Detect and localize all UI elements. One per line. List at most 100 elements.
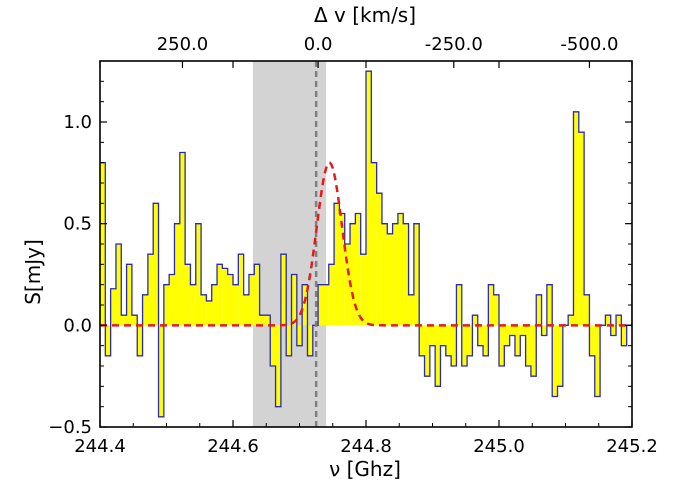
spectrum-bar bbox=[408, 294, 414, 326]
spectrum-bar bbox=[584, 294, 590, 326]
spectrum-bar bbox=[264, 315, 271, 326]
spectrum-bar bbox=[530, 325, 537, 377]
spectrum-bar bbox=[557, 325, 563, 387]
spectrum-bar bbox=[493, 294, 499, 326]
spectrum-bar bbox=[461, 325, 468, 366]
spectrum-bar bbox=[605, 315, 611, 326]
spectrum-bar bbox=[643, 193, 648, 325]
spectrum-bar bbox=[169, 274, 175, 326]
y-axis-title: S[mJy] bbox=[21, 239, 45, 305]
spectrum-bar bbox=[616, 315, 622, 326]
spectrum-bar bbox=[675, 325, 680, 417]
spectrum-bar bbox=[552, 325, 558, 397]
plot-area: 244.4 244.6 244.8 245.0 245.2 250.0 0.0 -250.0 -… bbox=[48, 34, 680, 457]
spectrum-bar bbox=[115, 244, 122, 326]
spectrum-bar bbox=[504, 325, 510, 346]
spectrum-bar bbox=[366, 71, 372, 326]
spectrum-bar bbox=[451, 325, 457, 366]
spectrum-bar bbox=[499, 325, 505, 366]
top-axis-tick-label: 0.0 bbox=[304, 34, 333, 55]
spectrum-bar bbox=[137, 325, 143, 356]
spectrum-bar bbox=[536, 294, 542, 326]
spectrum-bar bbox=[344, 244, 351, 326]
spectrum-bar bbox=[350, 223, 356, 326]
spectrum-bar bbox=[520, 325, 526, 336]
spectrum-bar bbox=[211, 284, 218, 326]
spectrum-bar bbox=[275, 325, 281, 407]
spectrum-bar bbox=[669, 325, 674, 427]
spectrum-bar bbox=[445, 325, 452, 356]
spectrum-bar bbox=[147, 254, 154, 326]
spectrum-bar bbox=[360, 254, 366, 326]
spectrum-bar bbox=[413, 223, 420, 326]
spectrum-bar bbox=[429, 325, 436, 346]
spectrum-bar bbox=[648, 325, 653, 366]
spectrum-bar bbox=[142, 294, 148, 326]
spectrum-bar bbox=[302, 284, 308, 326]
spectrum-bar bbox=[296, 325, 303, 346]
spectrum-bar bbox=[387, 233, 393, 326]
spectrum-bar bbox=[153, 203, 159, 326]
spectrum-bar bbox=[243, 294, 249, 326]
spectrum-bar bbox=[435, 325, 441, 387]
spectrum-bar bbox=[126, 264, 132, 326]
spectrum-bar bbox=[339, 213, 345, 326]
spectrum-bar bbox=[621, 325, 627, 346]
spectrum-bar bbox=[233, 284, 239, 326]
spectrum-bar bbox=[259, 315, 265, 326]
top-axis-tick-label: -500.0 bbox=[560, 34, 618, 55]
spectrum-bar bbox=[248, 274, 255, 326]
spectrum-bar bbox=[610, 325, 617, 336]
x-tick-label: 245.0 bbox=[473, 436, 525, 457]
spectrum-bar bbox=[594, 325, 601, 397]
spectrum-bar bbox=[270, 325, 276, 366]
spectrum-bar bbox=[158, 325, 164, 417]
spectrum-bar bbox=[392, 223, 398, 326]
spectrum-bar bbox=[355, 213, 361, 326]
spectrum-bar bbox=[440, 325, 446, 346]
spectrum-bar bbox=[201, 294, 207, 326]
y-tick-label: −0.5 bbox=[48, 417, 92, 438]
spectrum-bar bbox=[318, 284, 324, 326]
x-tick-label: 244.8 bbox=[340, 436, 392, 457]
plot-content bbox=[100, 61, 680, 427]
spectrum-bar bbox=[514, 325, 521, 356]
spectrum-bar bbox=[286, 325, 292, 356]
spectrum-bar bbox=[174, 223, 180, 326]
spectrum-bar bbox=[589, 325, 595, 356]
spectrum-bar bbox=[110, 288, 116, 326]
spectrum-bar bbox=[222, 268, 228, 326]
spectrum-bar bbox=[291, 274, 297, 326]
x-tick-label: 244.6 bbox=[207, 436, 259, 457]
spectrum-bar bbox=[254, 264, 260, 326]
spectrum-bar bbox=[163, 284, 170, 326]
y-tick-label: 0.5 bbox=[63, 214, 92, 235]
spectrum-bar bbox=[131, 315, 138, 326]
spectrum-bar bbox=[509, 325, 515, 336]
top-axis-title: Δ v [km/s] bbox=[314, 3, 416, 27]
y-tick-label: 0.0 bbox=[63, 315, 92, 336]
spectrum-step-line bbox=[100, 70, 632, 418]
spectrum-bar bbox=[121, 315, 127, 326]
spectrum-bar bbox=[185, 264, 191, 326]
spectrum-bar bbox=[190, 284, 196, 326]
spectrum-bar bbox=[206, 300, 212, 326]
spectrum-bar bbox=[403, 223, 409, 326]
y-tick-label: 1.0 bbox=[63, 112, 92, 133]
spectrum-bar bbox=[307, 325, 313, 356]
spectrum-bar bbox=[525, 325, 531, 366]
spectrum-bar bbox=[483, 325, 489, 356]
spectrum-bar bbox=[334, 203, 340, 326]
spectrum-bar bbox=[664, 325, 669, 386]
spectrum-bar bbox=[653, 325, 658, 356]
spectrum-bar bbox=[381, 223, 388, 326]
spectrum-bar bbox=[477, 325, 484, 346]
spectrum-bar bbox=[217, 264, 223, 326]
spectrum-bar bbox=[195, 223, 202, 326]
spectrum-bar bbox=[323, 284, 329, 326]
x-tick-label: 244.4 bbox=[74, 436, 126, 457]
spectrum-bar bbox=[546, 284, 553, 326]
gaussian-fit-line bbox=[100, 161, 632, 327]
spectrum-bar bbox=[467, 325, 473, 356]
